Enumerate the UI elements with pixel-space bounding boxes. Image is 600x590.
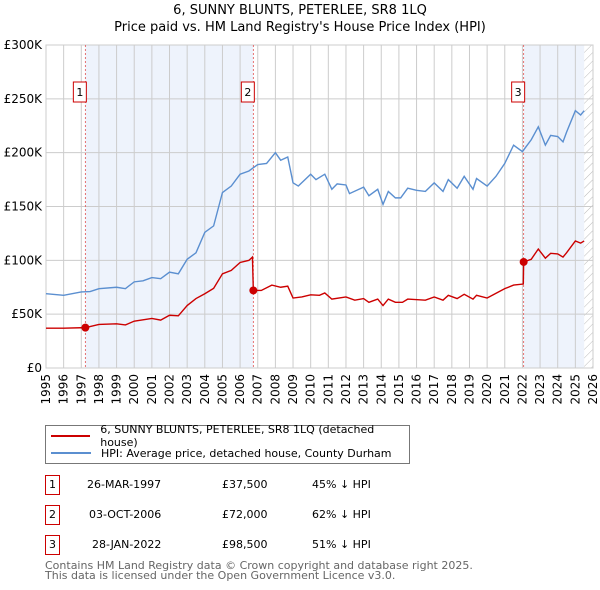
x-tick-label: 2013 xyxy=(357,374,371,405)
x-tick-label: 2014 xyxy=(374,374,388,405)
price: £72,000 xyxy=(222,508,268,521)
marker-badge: 1 xyxy=(45,475,60,495)
x-tick-label: 2008 xyxy=(268,374,282,405)
x-tick-label: 1998 xyxy=(92,374,106,405)
x-tick-label: 2003 xyxy=(180,374,194,405)
x-tick-label: 1999 xyxy=(110,374,124,405)
chart-title: 6, SUNNY BLUNTS, PETERLEE, SR8 1LQ xyxy=(173,3,427,18)
x-tick-label: 2010 xyxy=(304,374,318,405)
y-tick-label: £0 xyxy=(27,361,42,375)
x-tick-label: 2006 xyxy=(233,374,247,405)
sale-point xyxy=(519,257,528,266)
footer-line: Contains HM Land Registry data © Crown c… xyxy=(45,559,473,572)
sale-point xyxy=(81,323,90,332)
sale-label: 3 xyxy=(515,86,522,99)
x-tick-label: 2026 xyxy=(586,374,600,405)
series-line xyxy=(46,240,585,329)
x-tick-label: 2012 xyxy=(339,374,353,405)
date: 26-MAR-1997 xyxy=(87,478,162,491)
date: 03-OCT-2006 xyxy=(89,508,162,521)
sale-label-box xyxy=(72,81,87,103)
sale-label: 2 xyxy=(244,86,251,99)
y-tick-label: £300K xyxy=(4,38,44,52)
x-tick-label: 2009 xyxy=(286,374,300,405)
x-tick-label: 1995 xyxy=(39,374,53,405)
legend-item-property: 6, SUNNY BLUNTS, PETERLEE, SR8 1LQ (deta… xyxy=(51,423,409,449)
x-tick-label: 2015 xyxy=(392,374,406,405)
x-tick-label: 1997 xyxy=(74,374,88,405)
x-tick-label: 2022 xyxy=(515,374,529,405)
x-tick-label: 2025 xyxy=(568,374,582,405)
legend-label: HPI: Average price, detached house, Coun… xyxy=(101,446,392,460)
date: 28-JAN-2022 xyxy=(92,538,162,551)
x-tick-label: 2016 xyxy=(410,374,424,405)
y-tick-label: £250K xyxy=(4,92,44,106)
sale-label-box xyxy=(511,81,526,103)
x-tick-label: 1996 xyxy=(57,374,71,405)
x-tick-label: 2021 xyxy=(498,374,512,405)
series-line xyxy=(45,109,585,297)
x-tick-label: 2002 xyxy=(163,374,177,405)
legend-label: 6, SUNNY BLUNTS, PETERLEE, SR8 1LQ (deta… xyxy=(100,423,375,449)
y-tick-label: £50K xyxy=(11,307,43,321)
hpi-diff: 62% ↓ HPI xyxy=(312,508,371,521)
plot-frame xyxy=(45,44,594,369)
x-tick-label: 2023 xyxy=(533,374,547,405)
sale-point xyxy=(249,286,258,295)
hpi-diff: 45% ↓ HPI xyxy=(312,478,371,491)
marker-badge: 2 xyxy=(45,505,60,525)
sale-label: 1 xyxy=(76,86,83,99)
x-tick-label: 2001 xyxy=(145,374,159,405)
x-tick-label: 2007 xyxy=(251,374,265,405)
hpi-diff: 51% ↓ HPI xyxy=(312,538,371,551)
footer: Contains HM Land Registry data © Crown c… xyxy=(45,559,473,582)
chart-subtitle: Price paid vs. HM Land Registry's House … xyxy=(114,20,486,35)
x-tick-label: 2018 xyxy=(445,374,459,405)
x-tick-label: 2024 xyxy=(551,374,565,405)
x-tick-label: 2004 xyxy=(198,374,212,405)
y-tick-label: £150K xyxy=(4,200,44,214)
x-tick-label: 2017 xyxy=(427,374,441,405)
legend-item-hpi: HPI: Average price, detached house, Coun… xyxy=(51,446,392,460)
price-chart: 1995 1996 1997 1998 1999 2000 2001 2002 2003 2004… xyxy=(4,38,600,405)
x-tick-label: 2000 xyxy=(127,374,141,405)
marker-badge: 3 xyxy=(45,535,60,555)
x-tick-label: 2019 xyxy=(462,374,476,405)
x-tick-label: 2005 xyxy=(215,374,229,405)
x-tick-label: 2020 xyxy=(480,374,494,405)
y-tick-label: £200K xyxy=(4,146,44,160)
sale-label-box xyxy=(240,81,255,103)
y-tick-label: £100K xyxy=(4,253,44,267)
x-tick-label: 2011 xyxy=(321,374,335,405)
price: £37,500 xyxy=(222,478,268,491)
legend: 6, SUNNY BLUNTS, PETERLEE, SR8 1LQ (deta… xyxy=(45,423,410,464)
price: £98,500 xyxy=(222,538,268,551)
footer-line: This data is licensed under the Open Gov… xyxy=(45,569,396,582)
